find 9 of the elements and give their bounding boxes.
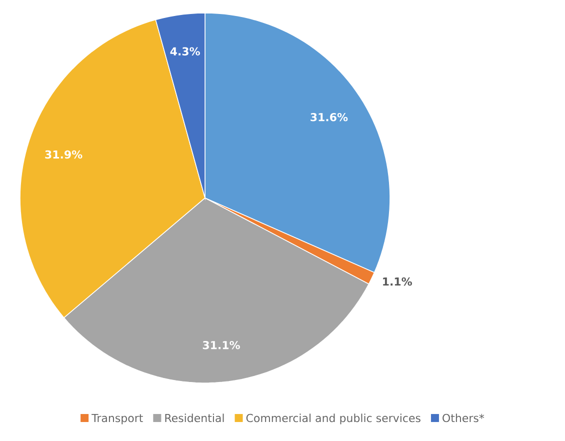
data-label: 4.3%: [170, 47, 200, 56]
legend-label: Transport: [92, 414, 143, 424]
legend-label: Residential: [165, 414, 224, 422]
data-label: 1.1%: [383, 277, 412, 286]
data-label: 31.9%: [45, 150, 82, 159]
data-label: 31.1%: [202, 340, 240, 350]
data-label: 31.6%: [310, 112, 348, 122]
legend-label: Others*: [442, 414, 484, 422]
legend-label: Commercial and public services: [246, 414, 420, 424]
